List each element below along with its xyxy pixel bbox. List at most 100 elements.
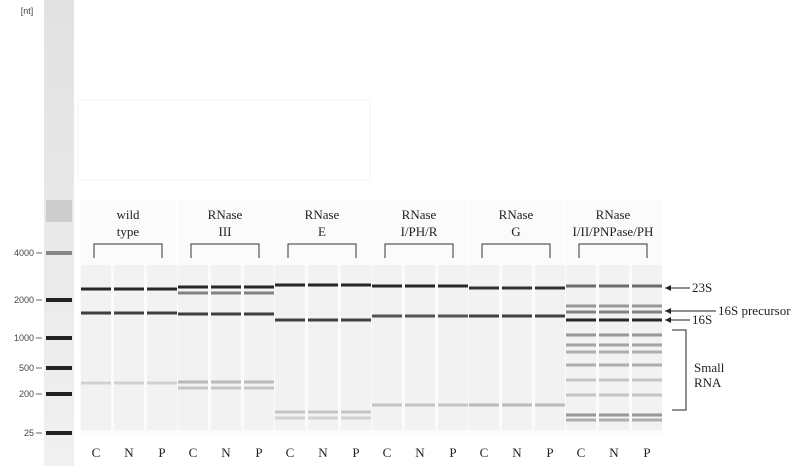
band bbox=[244, 286, 274, 289]
band bbox=[308, 417, 338, 420]
band bbox=[244, 381, 274, 384]
band bbox=[244, 292, 274, 295]
band bbox=[566, 334, 596, 337]
band bbox=[244, 387, 274, 390]
band bbox=[566, 419, 596, 422]
band bbox=[372, 315, 402, 318]
band bbox=[211, 286, 241, 289]
band bbox=[566, 379, 596, 382]
band bbox=[566, 311, 596, 314]
band bbox=[405, 315, 435, 318]
band bbox=[211, 313, 241, 316]
ladder-label: 2000 bbox=[14, 295, 34, 305]
band bbox=[632, 351, 662, 354]
band bbox=[632, 319, 662, 322]
unit-label: [nt] bbox=[21, 6, 34, 16]
band bbox=[147, 288, 177, 291]
band bbox=[502, 287, 532, 290]
ladder-band bbox=[46, 298, 72, 302]
band bbox=[275, 411, 305, 414]
group-label: wild bbox=[116, 207, 140, 222]
band bbox=[275, 284, 305, 287]
band bbox=[147, 312, 177, 315]
annotation: 23S bbox=[692, 280, 712, 295]
band bbox=[372, 404, 402, 407]
group-label: III bbox=[219, 224, 232, 239]
frame bbox=[78, 100, 370, 180]
arrow-head bbox=[665, 308, 671, 314]
ladder-band bbox=[46, 251, 72, 255]
lane-label: C bbox=[577, 445, 586, 460]
band bbox=[81, 288, 111, 291]
annotation: 16S precursor bbox=[718, 303, 791, 318]
arrow-head bbox=[665, 317, 671, 323]
band bbox=[341, 417, 371, 420]
band bbox=[599, 364, 629, 367]
band bbox=[599, 311, 629, 314]
lane-label: C bbox=[286, 445, 295, 460]
lane bbox=[632, 265, 662, 430]
band bbox=[632, 419, 662, 422]
lane bbox=[244, 265, 274, 430]
band bbox=[341, 284, 371, 287]
band bbox=[114, 288, 144, 291]
band bbox=[632, 394, 662, 397]
ladder-smear bbox=[46, 200, 72, 222]
band bbox=[147, 382, 177, 385]
lane-label: P bbox=[546, 445, 553, 460]
band bbox=[566, 285, 596, 288]
band bbox=[599, 379, 629, 382]
band bbox=[632, 334, 662, 337]
group-label: RNase bbox=[499, 207, 534, 222]
band bbox=[566, 305, 596, 308]
lane-label: C bbox=[189, 445, 198, 460]
group-label: RNase bbox=[596, 207, 631, 222]
lane bbox=[211, 265, 241, 430]
band bbox=[502, 404, 532, 407]
lane-label: P bbox=[158, 445, 165, 460]
lane-label: C bbox=[92, 445, 101, 460]
band bbox=[599, 351, 629, 354]
band bbox=[599, 344, 629, 347]
lane-label: N bbox=[221, 445, 231, 460]
band bbox=[632, 364, 662, 367]
group-label: E bbox=[318, 224, 326, 239]
band bbox=[599, 334, 629, 337]
band bbox=[178, 381, 208, 384]
lane bbox=[599, 265, 629, 430]
band bbox=[599, 394, 629, 397]
band bbox=[599, 414, 629, 417]
band bbox=[469, 404, 499, 407]
band bbox=[114, 382, 144, 385]
lane-label: P bbox=[643, 445, 650, 460]
ladder-band bbox=[46, 431, 72, 435]
lane bbox=[275, 265, 305, 430]
band bbox=[469, 315, 499, 318]
band bbox=[341, 319, 371, 322]
band bbox=[405, 404, 435, 407]
band bbox=[566, 394, 596, 397]
lane-label: N bbox=[609, 445, 619, 460]
band bbox=[599, 285, 629, 288]
band bbox=[632, 285, 662, 288]
band bbox=[81, 382, 111, 385]
group-label: G bbox=[511, 224, 520, 239]
lane-label: P bbox=[449, 445, 456, 460]
band bbox=[599, 305, 629, 308]
band bbox=[341, 411, 371, 414]
band bbox=[308, 319, 338, 322]
band bbox=[566, 319, 596, 322]
band bbox=[308, 411, 338, 414]
band bbox=[438, 404, 468, 407]
small-rna-bracket bbox=[672, 330, 686, 410]
band bbox=[178, 286, 208, 289]
ladder-label: 200 bbox=[19, 389, 34, 399]
arrow-head bbox=[665, 285, 671, 291]
band bbox=[632, 379, 662, 382]
band bbox=[275, 417, 305, 420]
band bbox=[114, 312, 144, 315]
gel-figure: [nt] 40002000100050020025wildtypeCNPRNas… bbox=[0, 0, 794, 466]
group-label: I/II/PNPase/PH bbox=[573, 224, 654, 239]
band bbox=[632, 414, 662, 417]
lane-label: P bbox=[255, 445, 262, 460]
